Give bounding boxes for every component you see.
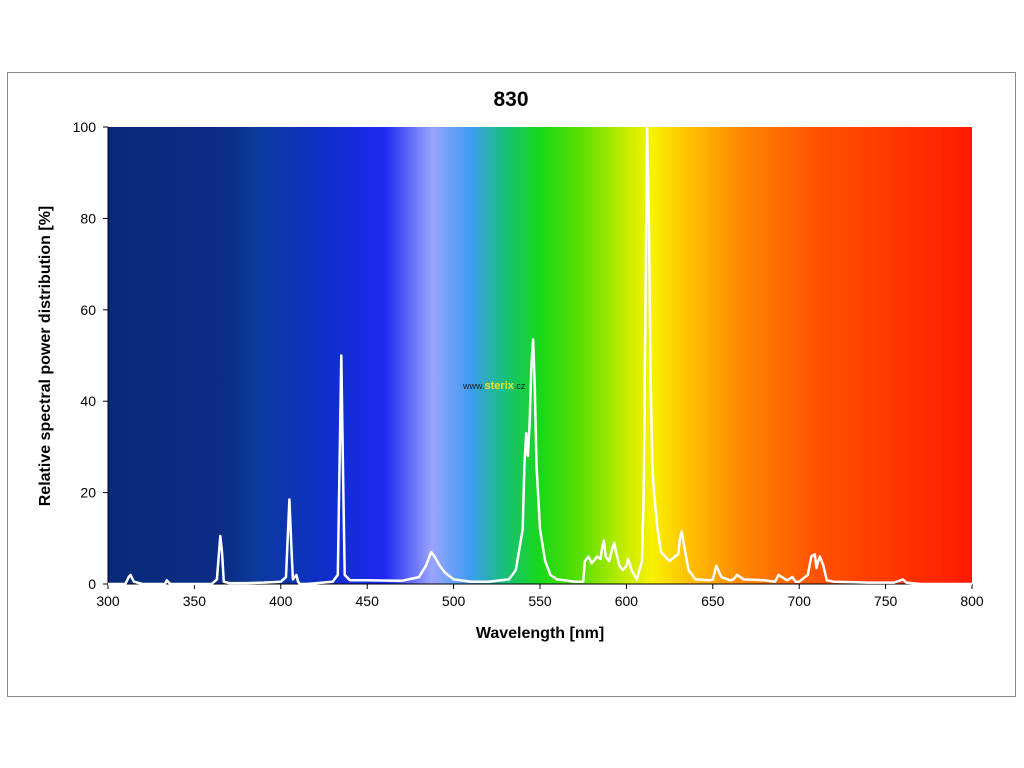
chart-frame: 830 300 350 400 450 500 550 600 650 700 750 800 0 2…: [7, 72, 1016, 697]
x-tick-label: 800: [960, 593, 984, 609]
x-tick-label: 300: [96, 593, 120, 609]
spectrum-chart: 830 300 350 400 450 500 550 600 650 700 750 800 0 2…: [37, 88, 984, 642]
watermark-suffix: .cz: [514, 381, 526, 391]
x-axis-label: Wavelength [nm]: [476, 625, 604, 642]
y-tick-label: 100: [73, 119, 97, 135]
x-tick-label: 750: [874, 593, 898, 609]
spectral-power-line: [108, 125, 972, 586]
y-axis-ticks: 0 20 40 60 80 100: [73, 119, 108, 592]
x-tick-label: 650: [701, 593, 725, 609]
chart-title: 830: [493, 88, 528, 111]
y-tick-label: 40: [80, 393, 96, 409]
x-tick-label: 350: [183, 593, 207, 609]
x-axis-ticks: 300 350 400 450 500 550 600 650 700 750 800: [96, 584, 984, 609]
watermark: www.sterix.cz: [462, 380, 526, 392]
watermark-brand: sterix: [485, 380, 515, 392]
x-tick-label: 500: [442, 593, 466, 609]
y-tick-label: 20: [80, 485, 96, 501]
y-axis-label: Relative spectral power distribution [%]: [37, 206, 54, 507]
x-tick-label: 600: [615, 593, 639, 609]
x-tick-label: 700: [788, 593, 812, 609]
y-tick-label: 60: [80, 302, 96, 318]
y-tick-label: 80: [80, 210, 96, 226]
x-tick-label: 450: [356, 593, 380, 609]
x-tick-label: 550: [528, 593, 552, 609]
y-tick-label: 0: [88, 576, 96, 592]
x-tick-label: 400: [269, 593, 293, 609]
watermark-prefix: www.: [462, 381, 485, 391]
